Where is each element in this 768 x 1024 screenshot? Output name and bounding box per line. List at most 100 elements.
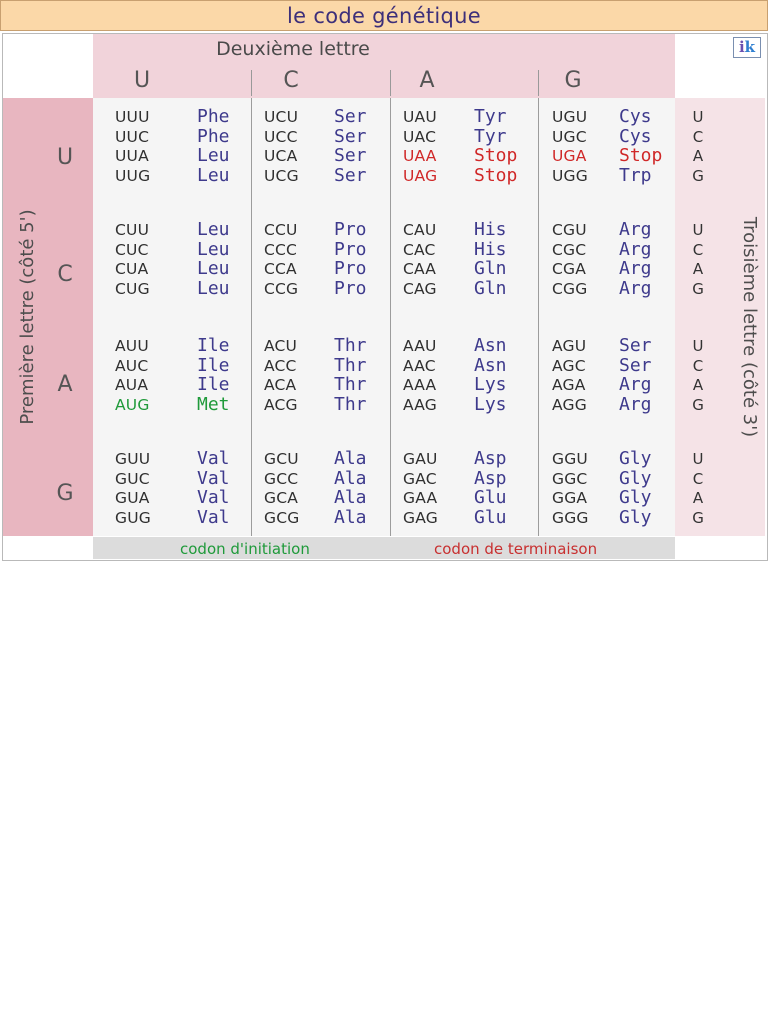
- codon-cuu: CUU: [115, 221, 150, 239]
- codon-aag: AAG: [403, 395, 437, 414]
- amino-acid-caa: Gln: [474, 258, 507, 279]
- amino-acid-aag: Lys: [474, 393, 507, 415]
- third-letter-c: C: [692, 469, 704, 488]
- amino-acid-cgg: Arg: [619, 277, 652, 299]
- codon-aga: AGA: [552, 376, 586, 394]
- amino-acid-aug: Met: [197, 393, 230, 415]
- codon-cac: CAC: [403, 240, 436, 259]
- amino-acid-ccc: Pro: [334, 238, 367, 260]
- amino-acid-uac: Tyr: [474, 125, 507, 147]
- amino-acid-aua: Ile: [197, 374, 230, 395]
- amino-acid-uaa: Stop: [474, 145, 518, 166]
- legend-bar: [93, 537, 675, 559]
- amino-acid-gcg: Ala: [334, 506, 367, 528]
- amino-acid-ggu: Gly: [619, 448, 652, 469]
- third-letter-u: U: [692, 337, 704, 355]
- codon-uuc: UUC: [115, 127, 150, 146]
- column-divider: [251, 98, 252, 536]
- page-title: le code génétique: [287, 3, 481, 28]
- codon-gau: GAU: [403, 450, 438, 468]
- codon-gcg: GCG: [264, 508, 300, 527]
- codon-uca: UCA: [264, 147, 298, 165]
- amino-acid-uag: Stop: [474, 164, 518, 186]
- amino-acid-aau: Asn: [474, 335, 507, 356]
- codon-gca: GCA: [264, 489, 299, 507]
- amino-acid-uga: Stop: [619, 145, 663, 166]
- first-letter-label: Première lettre (côté 5'): [17, 209, 38, 425]
- codon-cgc: CGC: [552, 240, 587, 259]
- codon-gcu: GCU: [264, 450, 299, 468]
- amino-acid-ccg: Pro: [334, 277, 367, 299]
- codon-cua: CUA: [115, 260, 149, 278]
- amino-acid-cac: His: [474, 238, 507, 260]
- codon-ccc: CCC: [264, 240, 298, 259]
- amino-acid-ggg: Gly: [619, 506, 652, 528]
- codon-cug: CUG: [115, 279, 150, 298]
- first-letter-u: U: [56, 145, 74, 170]
- codon-cag: CAG: [403, 279, 437, 298]
- codon-gua: GUA: [115, 489, 150, 507]
- codon-cga: CGA: [552, 260, 587, 278]
- amino-acid-aac: Asn: [474, 354, 507, 376]
- third-letter-band: [675, 98, 765, 536]
- codon-aua: AUA: [115, 376, 149, 394]
- legend-initiation: codon d'initiation: [180, 540, 310, 558]
- amino-acid-cug: Leu: [197, 277, 230, 299]
- codon-ccg: CCG: [264, 279, 299, 298]
- amino-acid-acu: Thr: [334, 335, 367, 356]
- third-letter-a: A: [692, 376, 704, 394]
- codon-cgg: CGG: [552, 279, 588, 298]
- amino-acid-auc: Ile: [197, 354, 230, 376]
- first-letter-g: G: [56, 481, 74, 506]
- codon-uug: UUG: [115, 166, 151, 185]
- codon-cau: CAU: [403, 221, 437, 239]
- amino-acid-gug: Val: [197, 506, 230, 528]
- second-letter-c: C: [283, 68, 299, 93]
- amino-acid-acg: Thr: [334, 393, 367, 415]
- column-divider: [390, 98, 391, 536]
- codon-uuu: UUU: [115, 108, 150, 126]
- third-letter-a: A: [692, 147, 704, 165]
- codon-aug: AUG: [115, 395, 150, 414]
- title-bar: le code génétique: [0, 0, 768, 31]
- second-letter-label: Deuxième lettre: [216, 38, 370, 60]
- codon-agc: AGC: [552, 356, 586, 375]
- codon-auu: AUU: [115, 337, 149, 355]
- amino-acid-cga: Arg: [619, 258, 652, 279]
- amino-acid-cau: His: [474, 219, 507, 240]
- third-letter-u: U: [692, 221, 704, 239]
- amino-acid-guu: Val: [197, 448, 230, 469]
- second-letter-g: G: [564, 68, 582, 93]
- codon-ccu: CCU: [264, 221, 298, 239]
- first-letter-c: C: [57, 262, 73, 287]
- amino-acid-uug: Leu: [197, 164, 230, 186]
- codon-guc: GUC: [115, 469, 150, 488]
- amino-acid-ucu: Ser: [334, 106, 367, 127]
- codon-acc: ACC: [264, 356, 297, 375]
- codon-ucu: UCU: [264, 108, 299, 126]
- column-divider: [538, 98, 539, 536]
- header-divider: [538, 70, 539, 96]
- codon-uau: UAU: [403, 108, 437, 126]
- amino-acid-ugc: Cys: [619, 125, 652, 147]
- amino-acid-cag: Gln: [474, 277, 507, 299]
- amino-acid-cca: Pro: [334, 258, 367, 279]
- amino-acid-gga: Gly: [619, 487, 652, 508]
- amino-acid-ucc: Ser: [334, 125, 367, 147]
- amino-acid-cgu: Arg: [619, 219, 652, 240]
- amino-acid-uca: Ser: [334, 145, 367, 166]
- codon-guu: GUU: [115, 450, 151, 468]
- header-divider: [390, 70, 391, 96]
- second-letter-u: U: [133, 68, 151, 93]
- codon-uaa: UAA: [403, 147, 437, 165]
- codon-agg: AGG: [552, 395, 587, 414]
- amino-acid-cuu: Leu: [197, 219, 230, 240]
- third-letter-c: C: [692, 127, 704, 146]
- legend-termination: codon de terminaison: [434, 540, 598, 558]
- codon-aac: AAC: [403, 356, 436, 375]
- third-letter-c: C: [692, 356, 704, 375]
- codon-caa: CAA: [403, 260, 437, 278]
- amino-acid-acc: Thr: [334, 354, 367, 376]
- first-letter-band: [3, 98, 93, 536]
- codon-grid: [93, 98, 675, 536]
